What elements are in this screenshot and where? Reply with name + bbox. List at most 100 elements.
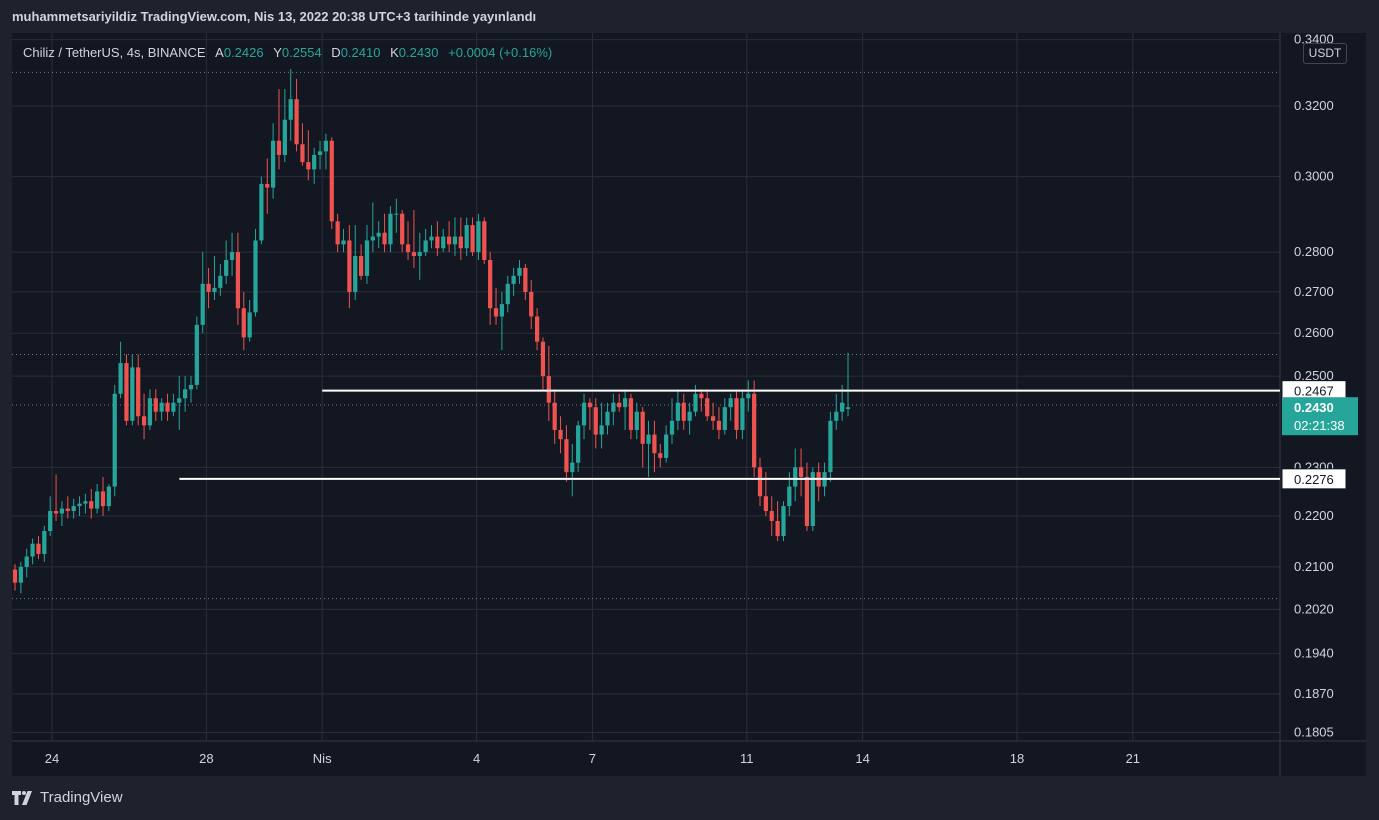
candle-body bbox=[693, 393, 698, 412]
candle-body bbox=[446, 236, 452, 245]
candle-body bbox=[622, 398, 628, 408]
candle-body bbox=[834, 411, 839, 421]
candle-body bbox=[564, 439, 569, 473]
candle-body bbox=[229, 252, 235, 260]
candle-body bbox=[482, 221, 487, 260]
candle-body bbox=[710, 416, 716, 421]
candle-body bbox=[382, 232, 387, 245]
candle-body bbox=[153, 398, 158, 412]
candle-body bbox=[840, 402, 845, 412]
candle-body bbox=[83, 501, 88, 504]
candle-body bbox=[458, 236, 463, 249]
candle-body bbox=[159, 402, 164, 412]
time-tick-label: 18 bbox=[1010, 751, 1024, 766]
candle-body bbox=[130, 367, 135, 421]
candle-body bbox=[347, 240, 352, 292]
footer-brand[interactable]: TradingView bbox=[12, 789, 123, 806]
candle-body bbox=[505, 283, 510, 305]
candle-body bbox=[253, 240, 258, 313]
time-tick-label: 21 bbox=[1126, 751, 1140, 766]
candle-body bbox=[576, 425, 581, 463]
candle-body bbox=[335, 221, 340, 245]
candle-body bbox=[194, 324, 199, 385]
candle-body bbox=[417, 252, 422, 257]
candle-body bbox=[271, 140, 276, 188]
candle-body bbox=[36, 543, 41, 554]
level-price-label: 0.2467 bbox=[1294, 384, 1334, 399]
candle-body bbox=[804, 476, 810, 526]
open-label: A bbox=[215, 45, 224, 60]
candle-body bbox=[775, 520, 780, 537]
candle-body bbox=[787, 486, 792, 507]
candle-body bbox=[183, 389, 188, 399]
publish-caption: muhammetsariyildiz TradingView.com, Nis … bbox=[12, 9, 537, 24]
candle-body bbox=[212, 287, 217, 292]
open-value: 0.2426 bbox=[223, 45, 264, 60]
candle-body bbox=[441, 236, 446, 249]
last-price-box bbox=[1282, 397, 1358, 436]
time-tick-label: 11 bbox=[740, 751, 754, 766]
candle-countdown-label: 02:21:38 bbox=[1294, 418, 1345, 433]
candle-body bbox=[722, 407, 727, 430]
candle-body bbox=[188, 384, 194, 390]
candlestick-chart[interactable]: 0.34000.32000.30000.28000.27000.26000.25… bbox=[12, 33, 1366, 776]
tradingview-logo-icon bbox=[12, 790, 32, 805]
candle-body bbox=[493, 308, 499, 317]
candle-body bbox=[728, 398, 733, 408]
candle-body bbox=[177, 398, 182, 403]
close-value: 0.2430 bbox=[398, 45, 439, 60]
candle-body bbox=[48, 511, 53, 532]
price-tick-label: 0.2800 bbox=[1294, 244, 1334, 259]
candle-body bbox=[763, 496, 768, 512]
candle-body bbox=[206, 283, 211, 292]
price-tick-label: 0.1940 bbox=[1294, 646, 1334, 661]
candle-body bbox=[558, 429, 563, 440]
candle-body bbox=[388, 213, 393, 245]
candle-body bbox=[540, 341, 546, 377]
candle-body bbox=[358, 256, 364, 276]
currency-unit-button[interactable]: USDT bbox=[1303, 43, 1347, 64]
candle-body bbox=[752, 393, 757, 468]
candle-body bbox=[781, 506, 786, 537]
candle-body bbox=[499, 304, 505, 317]
candle-body bbox=[664, 434, 669, 458]
candle-body bbox=[141, 416, 147, 426]
candle-body bbox=[435, 236, 440, 249]
candle-body bbox=[587, 402, 592, 408]
candle-body bbox=[581, 402, 587, 426]
candle-body bbox=[681, 402, 686, 421]
candle-body bbox=[828, 420, 833, 473]
candle-body bbox=[534, 316, 540, 342]
time-tick-label: 14 bbox=[855, 751, 869, 766]
candle-body bbox=[769, 511, 774, 521]
candle-body bbox=[746, 393, 751, 399]
candle-body bbox=[716, 420, 722, 430]
candle-body bbox=[341, 240, 346, 245]
candle-body bbox=[705, 398, 710, 417]
candle-body bbox=[476, 221, 481, 253]
candle-body bbox=[394, 213, 399, 215]
candle-body bbox=[376, 232, 381, 237]
chart-area[interactable]: 0.3400 0.3200 0.3000 0.2800 0.2700 0.2600 0.25… bbox=[12, 33, 1366, 776]
candle-body bbox=[112, 393, 117, 487]
candle-body bbox=[71, 506, 76, 512]
candle-body bbox=[529, 291, 534, 317]
price-tick-label: 0.2500 bbox=[1294, 368, 1334, 383]
candle-body bbox=[687, 411, 692, 421]
candle-body bbox=[224, 259, 229, 276]
symbol-name[interactable]: Chiliz / TetherUS, 4s, BINANCE bbox=[23, 45, 206, 60]
time-tick-label: Nis bbox=[313, 751, 332, 766]
candle-body bbox=[429, 236, 434, 241]
candle-body bbox=[364, 240, 370, 276]
candle-body bbox=[312, 154, 317, 170]
candle-body bbox=[470, 225, 475, 253]
candle-body bbox=[552, 402, 557, 430]
candle-body bbox=[300, 144, 305, 163]
candle-body bbox=[611, 402, 616, 412]
candle-body bbox=[136, 367, 141, 417]
candle-body bbox=[640, 411, 645, 444]
candle-body bbox=[200, 283, 205, 325]
price-tick-label: 0.3000 bbox=[1294, 169, 1334, 184]
candle-body bbox=[59, 508, 65, 514]
candle-body bbox=[329, 140, 334, 222]
